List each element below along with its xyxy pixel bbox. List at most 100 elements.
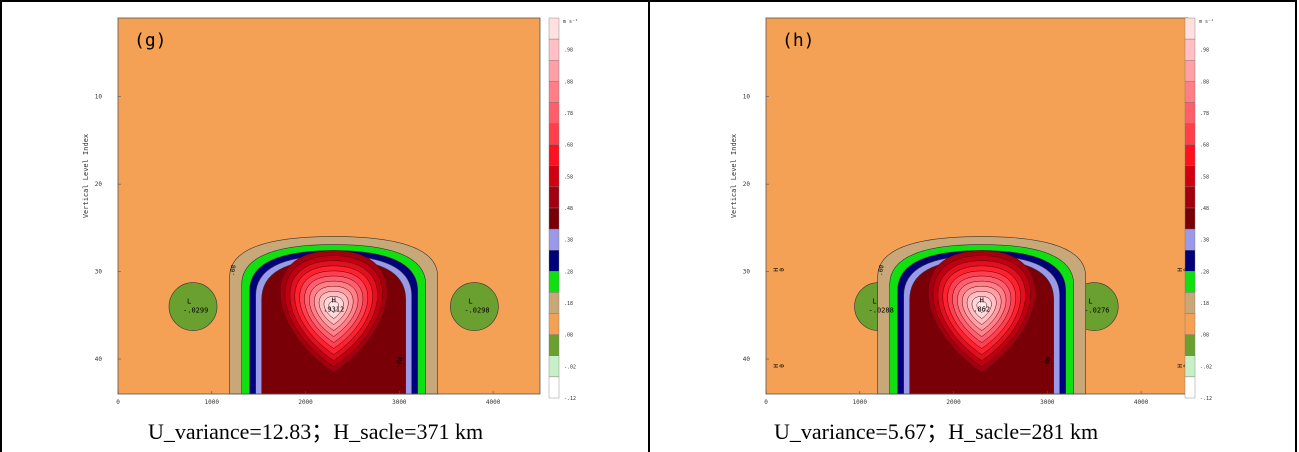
- colorbar-swatch-15: [548, 334, 560, 356]
- colorbar-swatch-11: [1184, 250, 1196, 272]
- max-value: .862: [973, 306, 990, 314]
- contour-label-0: .08: [229, 264, 238, 276]
- colorbar-swatch-6: [1184, 144, 1196, 166]
- colorbar-swatch-12: [548, 271, 560, 293]
- contour-label-0: .00: [877, 264, 886, 276]
- colorbar-swatch-1: [1184, 38, 1196, 61]
- colorbar-swatch-16: [1184, 355, 1196, 378]
- max-label: H: [332, 297, 336, 305]
- colorbar-swatch-4: [1184, 102, 1196, 124]
- caption-h: U_variance=5.67；H_sacle=281 km: [774, 419, 1099, 444]
- core-contour-10: [328, 301, 339, 313]
- colorbar-tick-3: .68: [564, 143, 573, 149]
- colorbar-tick-4: .58: [564, 174, 573, 180]
- plot-h: H.862L-.0288L-.0276.00.00H0H0H0H0(h)0100…: [730, 17, 1214, 406]
- x-tick-0: 0: [116, 399, 120, 406]
- colorbar-tick-0: .98: [1200, 48, 1209, 54]
- panel-g: H .9312 L -.0299 L -.0298.08.08 (g) 0 1000 2000 30…: [0, 0, 648, 452]
- colorbar-unit: m s⁻¹: [1199, 19, 1214, 25]
- y-tick-2: 30: [743, 269, 751, 276]
- colorbar-tick-6: .38: [564, 238, 573, 244]
- colorbar-swatch-2: [1184, 60, 1196, 82]
- colorbar-swatch-4: [548, 102, 560, 124]
- y-tick-1: 20: [743, 181, 751, 188]
- colorbar-tick-1: .88: [564, 79, 573, 85]
- colorbar-swatch-0: [1184, 17, 1196, 40]
- colorbar-tick-3: .68: [1200, 143, 1209, 149]
- colorbar-swatch-5: [548, 123, 560, 145]
- min-value-1: -.0298: [464, 307, 489, 315]
- min-label-1: L: [468, 298, 472, 306]
- colorbar-tick-10: -.02: [564, 364, 576, 370]
- colorbar-swatch-17: [548, 376, 560, 399]
- colorbar-swatch-12: [1184, 271, 1196, 293]
- x-tick-4: 4000: [1134, 399, 1149, 406]
- panel-label: (g): [134, 30, 167, 51]
- colorbar-swatch-14: [1184, 313, 1196, 335]
- colorbar-tick-9: .08: [564, 333, 573, 339]
- y-tick-1: 20: [95, 181, 103, 188]
- min-value-1: -.0276: [1084, 307, 1109, 315]
- colorbar-swatch-13: [548, 292, 560, 314]
- colorbar-swatch-7: [1184, 165, 1196, 188]
- x-tick-1: 1000: [853, 399, 868, 406]
- panel-divider: [648, 0, 650, 452]
- colorbar-swatch-8: [1184, 186, 1196, 209]
- colorbar-tick-10: -.02: [1200, 364, 1212, 370]
- x-tick-2: 2000: [946, 399, 961, 406]
- colorbar-swatch-11: [548, 250, 560, 272]
- colorbar-swatch-10: [548, 228, 560, 251]
- edge-value-1: 0: [779, 364, 786, 368]
- colorbar-tick-8: .18: [564, 301, 573, 307]
- colorbar-tick-4: .58: [1200, 174, 1209, 180]
- colorbar-tick-11: -.12: [564, 396, 576, 402]
- min-value-0: -.0288: [869, 307, 894, 315]
- colorbar-swatch-5: [1184, 123, 1196, 145]
- colorbar-unit: m s⁻¹: [563, 19, 578, 25]
- colorbar-tick-0: .98: [564, 48, 573, 54]
- colorbar-swatch-13: [1184, 292, 1196, 314]
- min-value-0: -.0299: [183, 307, 208, 315]
- colorbar-tick-2: .78: [1200, 111, 1209, 117]
- colorbar-tick-2: .78: [564, 111, 573, 117]
- colorbar-swatch-2: [548, 60, 560, 82]
- x-tick-4: 4000: [486, 399, 501, 406]
- x-tick-1: 1000: [205, 399, 220, 406]
- colorbar-tick-11: -.12: [1200, 396, 1212, 402]
- core-contour-10: [976, 301, 987, 313]
- edge-label-0: H: [773, 268, 780, 272]
- colorbar-swatch-3: [1184, 81, 1196, 103]
- min-label-0: L: [873, 298, 877, 306]
- colorbar-swatch-8: [548, 186, 560, 209]
- contour-label-1: .08: [393, 356, 405, 369]
- y-tick-0: 10: [743, 94, 751, 101]
- axes-frame: [117, 17, 541, 395]
- colorbar-swatch-3: [548, 81, 560, 103]
- max-label: H: [980, 297, 984, 305]
- min-label-0: L: [187, 298, 191, 306]
- colorbar-tick-6: .38: [1200, 238, 1209, 244]
- edge-label-3: H: [1177, 364, 1184, 368]
- min-left-blob: [168, 282, 218, 331]
- x-tick-3: 3000: [1040, 399, 1055, 406]
- colorbar-swatch-10: [1184, 228, 1196, 251]
- colorbar-swatch-14: [548, 313, 560, 335]
- colorbar-tick-9: .08: [1200, 333, 1209, 339]
- colorbar-tick-5: .48: [564, 206, 573, 212]
- x-tick-2: 2000: [298, 399, 313, 406]
- colorbar-swatch-1: [548, 38, 560, 61]
- edge-label-1: H: [773, 364, 780, 368]
- y-tick-3: 40: [95, 356, 103, 363]
- panel-label: (h): [782, 30, 815, 51]
- x-tick-3: 3000: [392, 399, 407, 406]
- y-tick-2: 30: [95, 269, 103, 276]
- contour-label-1: .00: [1041, 356, 1053, 369]
- colorbar-swatch-9: [1184, 207, 1196, 230]
- x-tick-0: 0: [764, 399, 768, 406]
- y-axis-label: Vertical Level Index: [730, 134, 738, 218]
- edge-value-0: 0: [779, 268, 786, 272]
- y-tick-3: 40: [743, 356, 751, 363]
- colorbar-swatch-17: [1184, 376, 1196, 399]
- edge-label-2: H: [1177, 268, 1184, 272]
